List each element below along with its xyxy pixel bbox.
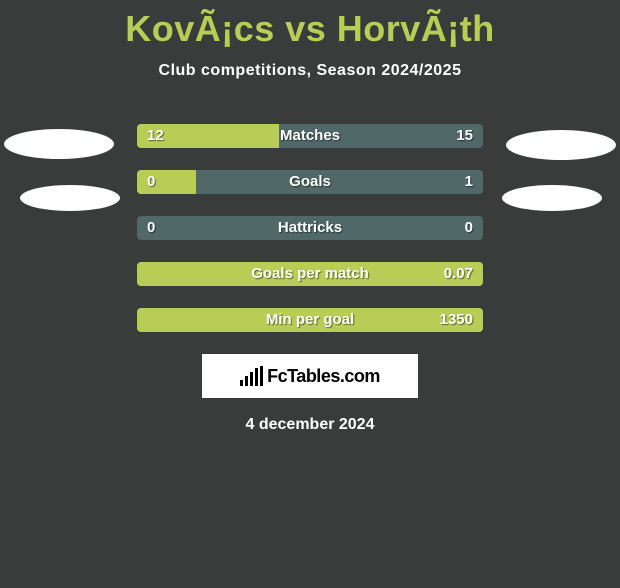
brand-logo-box[interactable]: FcTables.com [202,354,418,398]
snapshot-date: 4 december 2024 [0,416,620,434]
stats-bars: 12 Matches 15 0 Goals 1 0 Hattricks 0 Go… [137,124,483,332]
stat-row-min-per-goal: Min per goal 1350 [137,308,483,332]
stat-label: Goals [289,170,331,194]
player-right-avatar [506,130,616,160]
stat-right-value: 0 [465,216,473,240]
brand-text: FcTables.com [267,366,380,387]
stat-right-value: 15 [456,124,473,148]
stat-label: Min per goal [266,308,354,332]
player-left-avatar [4,129,114,159]
stat-fill [137,170,196,194]
bar-chart-icon [240,366,263,386]
stat-right-value: 0.07 [444,262,473,286]
comparison-title: KovÃ¡cs vs HorvÃ¡th [0,8,620,50]
stat-row-goals: 0 Goals 1 [137,170,483,194]
stat-row-goals-per-match: Goals per match 0.07 [137,262,483,286]
player-left-secondary-ellipse [20,185,120,211]
stat-right-value: 1350 [440,308,473,332]
stat-left-value: 12 [147,124,164,148]
stat-right-value: 1 [465,170,473,194]
comparison-subtitle: Club competitions, Season 2024/2025 [0,62,620,80]
player-right-secondary-ellipse [502,185,602,211]
stat-label: Goals per match [251,262,369,286]
stat-label: Hattricks [278,216,342,240]
stat-row-hattricks: 0 Hattricks 0 [137,216,483,240]
stat-label: Matches [280,124,340,148]
stat-row-matches: 12 Matches 15 [137,124,483,148]
stat-left-value: 0 [147,170,155,194]
stat-left-value: 0 [147,216,155,240]
